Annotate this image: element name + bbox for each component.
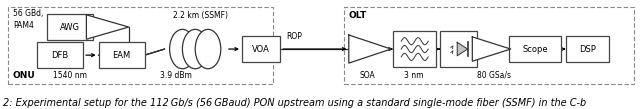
- Bar: [99, 42, 145, 68]
- Text: ROP: ROP: [287, 32, 303, 41]
- Text: Scope: Scope: [522, 45, 548, 54]
- Text: SOA: SOA: [359, 71, 375, 80]
- Polygon shape: [457, 42, 468, 56]
- Ellipse shape: [195, 29, 221, 69]
- Text: EAM: EAM: [113, 51, 131, 60]
- Ellipse shape: [170, 29, 195, 69]
- Polygon shape: [86, 15, 129, 39]
- Bar: [344, 7, 634, 84]
- Text: DFB: DFB: [52, 51, 68, 60]
- Text: DSP: DSP: [579, 45, 596, 54]
- Text: 56 GBd,: 56 GBd,: [13, 9, 43, 18]
- Polygon shape: [349, 35, 391, 63]
- Bar: [242, 36, 280, 62]
- Text: 1540 nm: 1540 nm: [53, 71, 87, 80]
- Text: 3.9 dBm: 3.9 dBm: [160, 71, 192, 80]
- Ellipse shape: [182, 29, 208, 69]
- Bar: [8, 7, 273, 84]
- Bar: [37, 42, 83, 68]
- Text: PAM4: PAM4: [13, 21, 34, 30]
- Text: VOA: VOA: [252, 45, 270, 54]
- Bar: [393, 31, 436, 67]
- Text: 2: Experimental setup for the 112 Gb/s (56 GBaud) PON upstream using a standard : 2: Experimental setup for the 112 Gb/s (…: [3, 98, 586, 108]
- Text: ONU: ONU: [12, 71, 35, 80]
- Text: 80 GSa/s: 80 GSa/s: [477, 71, 511, 80]
- Bar: [566, 36, 609, 62]
- Text: OLT: OLT: [349, 11, 367, 20]
- Polygon shape: [472, 37, 511, 61]
- Bar: [47, 14, 93, 40]
- Text: 3 nm: 3 nm: [404, 71, 424, 80]
- Text: 2.2 km (SSMF): 2.2 km (SSMF): [173, 11, 228, 20]
- Bar: [440, 31, 477, 67]
- Text: AWG: AWG: [60, 23, 81, 32]
- Bar: [509, 36, 561, 62]
